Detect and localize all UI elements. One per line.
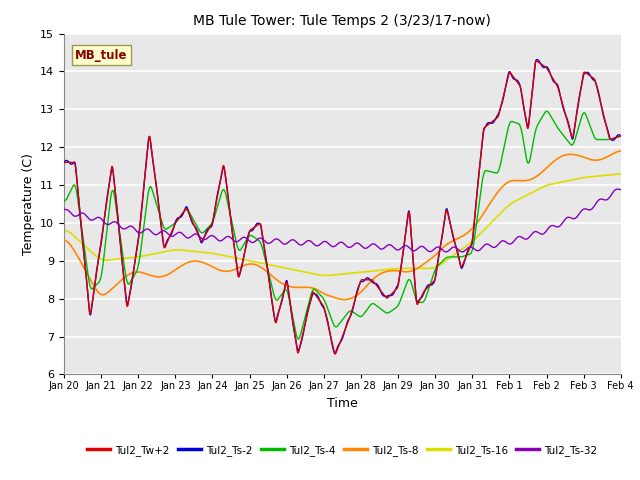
Title: MB Tule Tower: Tule Temps 2 (3/23/17-now): MB Tule Tower: Tule Temps 2 (3/23/17-now…	[193, 14, 492, 28]
X-axis label: Time: Time	[327, 397, 358, 410]
Legend: Tul2_Tw+2, Tul2_Ts-2, Tul2_Ts-4, Tul2_Ts-8, Tul2_Ts-16, Tul2_Ts-32: Tul2_Tw+2, Tul2_Ts-2, Tul2_Ts-4, Tul2_Ts…	[83, 441, 602, 460]
Y-axis label: Temperature (C): Temperature (C)	[22, 153, 35, 255]
Text: MB_tule: MB_tule	[75, 49, 127, 62]
